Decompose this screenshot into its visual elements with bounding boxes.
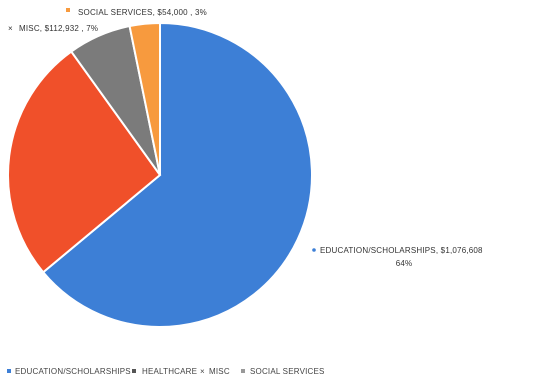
pie-slice-healthcare <box>7 50 162 274</box>
education-label-line1: EDUCATION/SCHOLARSHIPS, $1,076,608 <box>320 246 483 255</box>
legend-item-education: EDUCATION/SCHOLARSHIPS <box>7 367 131 376</box>
education-label-line2: 64% <box>396 259 413 268</box>
legend-swatch-misc: × <box>200 367 205 376</box>
pie-slices <box>7 21 313 328</box>
legend-label-social-services: SOCIAL SERVICES <box>250 367 325 376</box>
pie-slice-education-scholarships <box>41 21 313 328</box>
misc-label-text: MISC, $112,932 , 7% <box>19 24 98 33</box>
legend-swatch-social-services <box>241 369 245 373</box>
social-services-label-text: SOCIAL SERVICES, $54,000 , 3% <box>78 8 207 17</box>
social-services-data-label: SOCIAL SERVICES, $54,000 , 3% <box>66 8 207 17</box>
pie-slice-social-services <box>128 21 161 176</box>
misc-label-marker: × <box>8 24 13 33</box>
education-data-label: EDUCATION/SCHOLARSHIPS, $1,076,608 64% <box>312 246 483 268</box>
legend-item-social-services: SOCIAL SERVICES <box>241 367 325 376</box>
legend: EDUCATION/SCHOLARSHIPS HEALTHCARE × MISC… <box>7 367 325 376</box>
education-label-marker <box>312 248 316 252</box>
legend-label-education: EDUCATION/SCHOLARSHIPS <box>15 367 131 376</box>
legend-label-healthcare: HEALTHCARE <box>142 367 197 376</box>
social-services-label-marker <box>66 8 70 12</box>
legend-label-misc: MISC <box>209 367 230 376</box>
legend-item-misc: × MISC <box>200 367 230 376</box>
legend-swatch-education <box>7 369 11 373</box>
legend-item-healthcare: HEALTHCARE <box>132 367 197 376</box>
misc-data-label: × MISC, $112,932 , 7% <box>8 24 98 33</box>
legend-swatch-healthcare <box>132 369 136 373</box>
